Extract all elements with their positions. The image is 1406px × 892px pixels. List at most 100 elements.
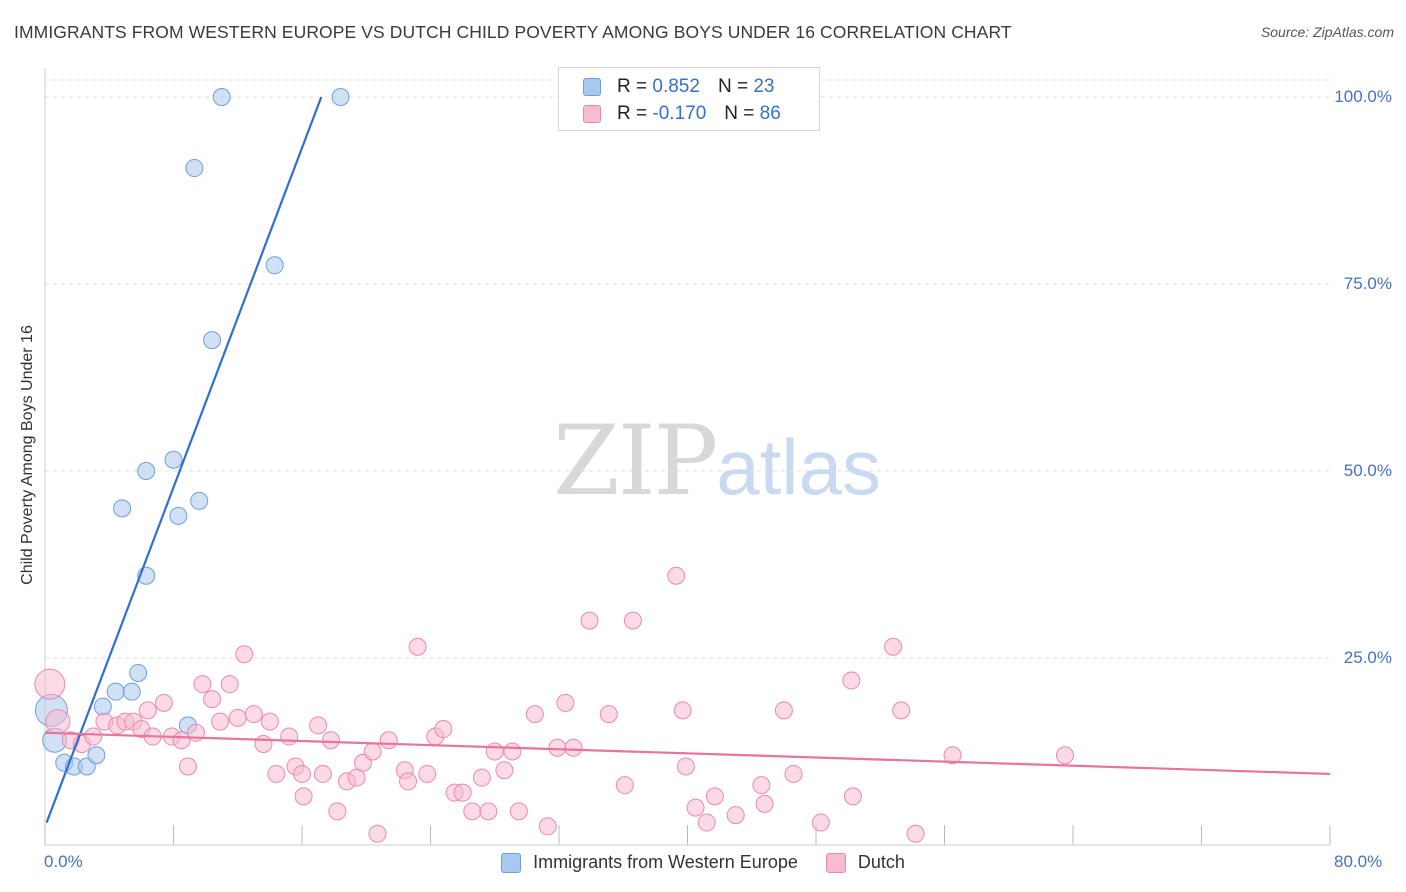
point-dutch (293, 764, 311, 783)
point-dutch (667, 566, 686, 585)
legend-row-western-europe: R = 0.852 N = 23 (583, 76, 774, 98)
series-legend: Immigrants from Western Europe Dutch (0, 852, 1406, 873)
point-dutch (203, 690, 222, 709)
point-dutch (673, 701, 692, 720)
point-dutch (509, 802, 528, 821)
point-dutch (752, 776, 771, 795)
point-dutch (472, 768, 491, 787)
point-dutch (408, 637, 427, 656)
source-label: Source: ZipAtlas.com (1260, 24, 1394, 40)
point-dutch (254, 735, 273, 754)
legend-item-western-europe[interactable]: Immigrants from Western Europe (501, 852, 798, 873)
legend-r-value: 0.852 (652, 76, 700, 97)
legend-swatch-dutch (825, 852, 846, 873)
legend-row-dutch: R = -0.170 N = 86 (583, 103, 781, 125)
point-western-europe (122, 682, 141, 701)
legend-item-dutch[interactable]: Dutch (825, 852, 905, 873)
point-dutch (267, 764, 286, 783)
point-dutch (755, 794, 774, 813)
legend-n-value: 86 (759, 103, 781, 124)
point-western-europe (129, 663, 148, 682)
legend-swatch-western-europe (583, 78, 601, 96)
y-tick-label: 75.0% (1343, 274, 1392, 293)
legend-n-label: N = (724, 103, 755, 124)
point-dutch (379, 731, 398, 750)
point-dutch (599, 705, 618, 724)
legend-label-western-europe: Immigrants from Western Europe (533, 852, 798, 872)
point-western-europe (265, 256, 284, 275)
point-western-europe (113, 499, 132, 518)
stats-legend: R = 0.852 N = 23 R = -0.170 N = 86 (558, 67, 820, 131)
point-dutch (525, 705, 544, 724)
point-western-europe (212, 88, 231, 106)
point-dutch (564, 738, 583, 757)
point-western-europe (164, 450, 183, 469)
x-tick-min: 0.0% (44, 852, 83, 871)
point-dutch (906, 824, 925, 843)
y-tick-label: 50.0% (1343, 461, 1392, 480)
point-dutch (615, 776, 634, 795)
point-dutch (294, 787, 313, 806)
point-western-europe (190, 491, 209, 510)
point-dutch (697, 813, 716, 832)
trendline-western-europe (45, 96, 323, 823)
point-dutch (784, 764, 803, 783)
point-dutch (676, 757, 695, 776)
point-dutch (538, 817, 557, 836)
watermark: ZIPatlas (553, 405, 881, 517)
point-dutch (556, 693, 575, 712)
point-dutch (623, 611, 642, 630)
point-dutch (211, 712, 230, 731)
point-dutch (235, 645, 254, 664)
point-dutch (260, 712, 279, 731)
point-dutch (178, 757, 197, 776)
point-dutch (943, 746, 962, 765)
point-dutch (884, 637, 903, 656)
point-dutch (892, 701, 911, 720)
point-dutch (321, 731, 340, 750)
legend-r-value: -0.170 (652, 103, 707, 124)
point-dutch (280, 727, 299, 746)
point-dutch (309, 716, 328, 735)
point-dutch (193, 675, 212, 694)
y-axis-label: Child Poverty Among Boys Under 16 (19, 325, 36, 585)
point-dutch (34, 668, 66, 700)
point-dutch (485, 742, 504, 761)
point-dutch (726, 806, 745, 825)
point-dutch (842, 671, 861, 690)
y-tick-label: 25.0% (1343, 648, 1392, 667)
point-dutch (328, 802, 347, 821)
point-western-europe (169, 506, 188, 525)
point-dutch (228, 708, 247, 727)
point-dutch (220, 675, 239, 694)
legend-label-dutch: Dutch (857, 852, 905, 872)
point-dutch (811, 813, 830, 832)
point-dutch (843, 787, 862, 806)
point-dutch (705, 787, 724, 806)
point-dutch (503, 742, 522, 761)
watermark-atlas: atlas (716, 423, 881, 511)
point-dutch (84, 727, 103, 746)
point-western-europe (93, 697, 112, 716)
y-tick-label: 100.0% (1334, 87, 1392, 106)
point-dutch (244, 705, 263, 724)
point-dutch (434, 720, 453, 739)
point-dutch (479, 802, 498, 821)
point-western-europe (331, 88, 350, 106)
point-dutch (45, 709, 71, 735)
point-dutch (418, 764, 437, 783)
legend-swatch-dutch (583, 105, 601, 123)
x-tick-max: 80.0% (1334, 852, 1383, 871)
point-dutch (686, 798, 705, 817)
point-dutch (363, 742, 382, 761)
trendline-dutch (44, 731, 1331, 776)
point-dutch (347, 768, 366, 787)
point-dutch (580, 611, 599, 630)
point-western-europe (106, 682, 125, 701)
point-western-europe (185, 159, 204, 178)
point-dutch (548, 738, 567, 757)
legend-r-label: R = (617, 76, 648, 97)
point-dutch (774, 701, 793, 720)
legend-n-value: 23 (753, 76, 775, 97)
legend-r-label: R = (617, 103, 648, 124)
